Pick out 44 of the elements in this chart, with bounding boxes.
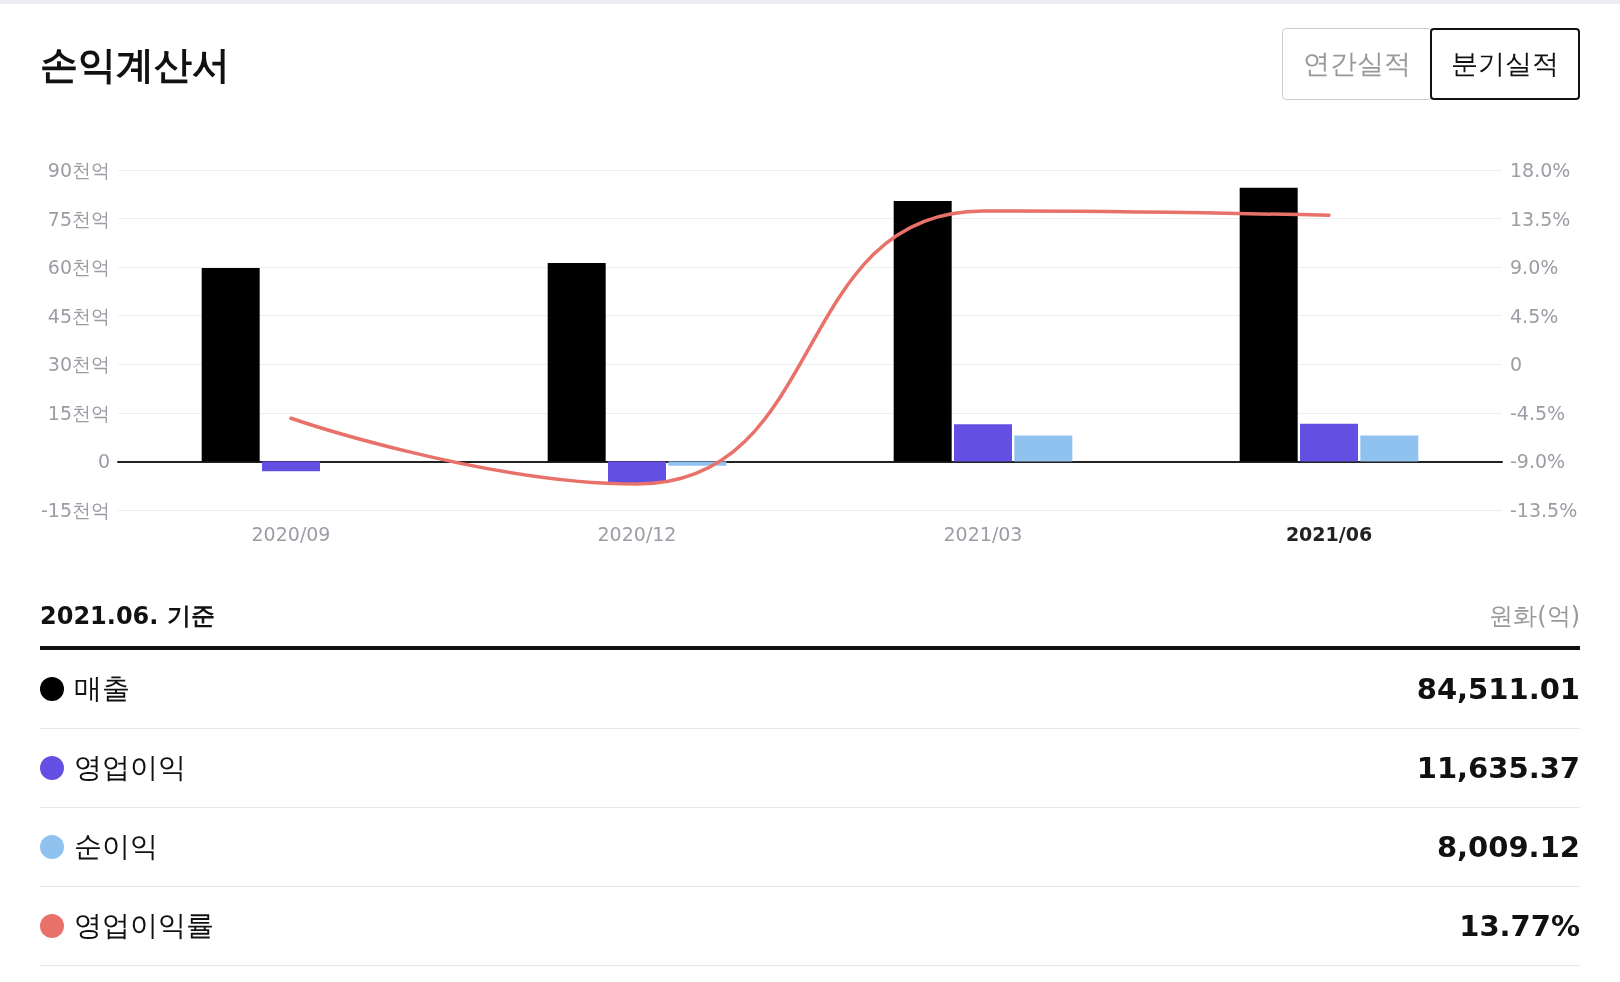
bar [1300,423,1358,462]
y2-tick-label: 18.0% [1510,159,1571,181]
text: 11,635.37 [1416,751,1580,785]
category-label: 순이익 [74,829,158,865]
y2-tick-label: 0 [1510,353,1523,376]
line-series [289,209,1331,486]
text: 84,511.01 [1416,672,1580,706]
text: 원화(억) [1489,601,1580,632]
bar [1014,435,1073,462]
y2-tick-label: -9.0% [1510,450,1566,473]
y-tick-label: 0 [97,450,110,473]
y-tick-label: 15천억 [47,401,110,424]
text: 분기실적 [1430,28,1580,100]
x-tick-label: 2020/12 [597,522,677,545]
bar [608,461,666,484]
y2-tick-label: -13.5% [1510,499,1578,521]
category-label: 영업이익 [74,750,186,786]
bar [262,461,320,472]
y-tick-label: 45천억 [47,304,110,327]
bar [1360,435,1419,462]
y-tick-label: 75천억 [47,207,110,230]
bar [201,268,260,462]
category-label: 영업이익률 [74,908,214,944]
bar [547,262,606,462]
bar [1239,187,1298,462]
bar [893,201,952,462]
text: 연간실적 [1282,28,1432,100]
y2-tick-label: 13.5% [1510,207,1571,230]
bar [954,424,1012,462]
text: 2021.06. 기준 [40,601,215,632]
y-tick-label: 30천억 [47,353,110,376]
y2-tick-label: 9.0% [1510,256,1559,279]
category-label: 매출 [74,671,130,707]
x-tick-label: 2021/06 [1285,522,1373,545]
x-tick-label: 2020/09 [251,522,331,545]
y2-tick-label: -4.5% [1510,401,1566,424]
y-tick-label: -15천억 [40,499,110,521]
text: 13.77% [1459,909,1580,943]
y-tick-label: 60천억 [47,256,110,279]
y-tick-label: 90천억 [47,159,110,181]
chart-title: 손익계산서 [40,42,230,89]
text: 8,009.12 [1436,830,1580,864]
y2-tick-label: 4.5% [1510,304,1559,327]
x-tick-label: 2021/03 [943,522,1023,545]
